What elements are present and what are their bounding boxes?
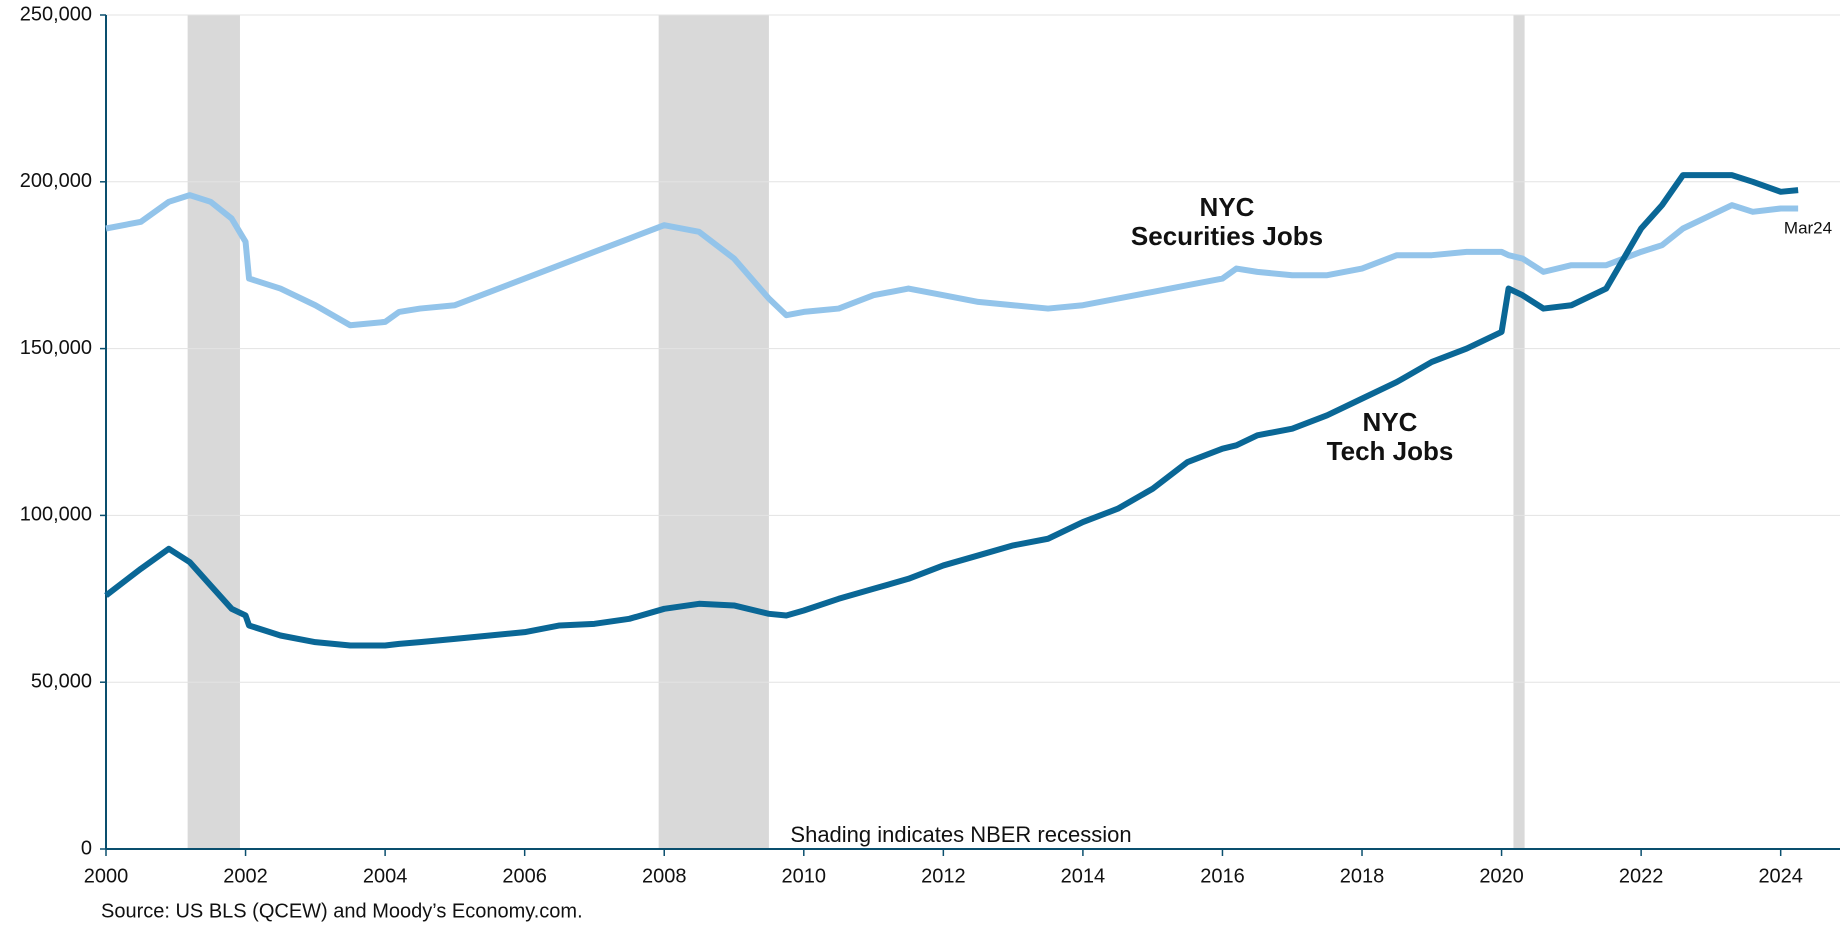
- x-tick-label: 2016: [1200, 865, 1245, 887]
- x-tick-label: 2020: [1479, 865, 1524, 887]
- y-tick-label: 250,000: [20, 3, 92, 25]
- x-tick-label: 2002: [223, 865, 268, 887]
- shading-note: Shading indicates NBER recession: [790, 822, 1131, 847]
- x-tick-label: 2008: [642, 865, 687, 887]
- series-label: Tech Jobs: [1327, 436, 1454, 466]
- end-label: Mar24: [1784, 218, 1832, 237]
- x-tick-label: 2022: [1619, 865, 1664, 887]
- x-tick-label: 2024: [1758, 865, 1803, 887]
- x-tick-label: 2006: [502, 865, 547, 887]
- y-tick-label: 0: [81, 837, 92, 859]
- line-series: [104, 172, 1799, 649]
- line-series: [105, 192, 1799, 329]
- y-tick-label: 100,000: [20, 504, 92, 526]
- y-tick-label: 150,000: [20, 337, 92, 359]
- x-tick-label: 2000: [84, 865, 129, 887]
- x-tick-label: 2012: [921, 865, 966, 887]
- y-tick-label: 50,000: [31, 670, 92, 692]
- x-tick-label: 2004: [363, 865, 408, 887]
- series-label: Securities Jobs: [1131, 221, 1323, 251]
- x-tick-label: 2014: [1061, 865, 1106, 887]
- source: Source: US BLS (QCEW) and Moody’s Econom…: [101, 900, 583, 922]
- series-label: NYC: [1200, 192, 1255, 222]
- y-tick-label: 200,000: [20, 170, 92, 192]
- x-tick-label: 2010: [782, 865, 827, 887]
- recession-shade: [658, 15, 769, 849]
- x-tick-label: 2018: [1340, 865, 1385, 887]
- recession-shade: [187, 15, 240, 849]
- recession-shade: [1513, 15, 1525, 849]
- series-label: NYC: [1363, 407, 1418, 437]
